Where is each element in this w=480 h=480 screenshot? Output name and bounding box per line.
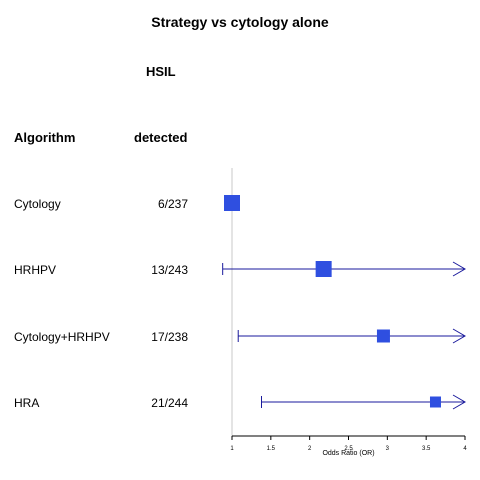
point-hrhpv: [315, 261, 332, 277]
header-hsil: HSIL: [146, 64, 176, 79]
x-tick-label: 4: [463, 446, 467, 452]
header-algorithm: Algorithm: [14, 130, 76, 145]
row-label-hrhpv: HRHPV: [14, 263, 57, 277]
row-count-hrhpv: 13/243: [151, 263, 188, 277]
point-cytology-hrhpv: [376, 329, 390, 343]
x-tick-label: 3: [386, 446, 390, 452]
ci-arrow-hrhpv: [452, 261, 466, 277]
row-count-cytology: 6/237: [157, 197, 188, 211]
row-label-hra: HRA: [14, 396, 40, 410]
x-tick-label: 3.5: [422, 446, 431, 452]
header-detected: detected: [134, 130, 188, 145]
point-hra: [429, 396, 441, 408]
row-count-cytology-hrhpv: 17/238: [151, 330, 188, 344]
ci-arrow-hra: [452, 394, 466, 410]
point-cytology: [224, 195, 240, 211]
chart-title: Strategy vs cytology alone: [151, 14, 329, 30]
x-tick-label: 2.5: [344, 446, 353, 452]
x-tick-label: 1.5: [267, 446, 276, 452]
row-label-cytology: Cytology: [14, 197, 61, 211]
x-axis-label: Odds Ratio (OR): [322, 450, 375, 457]
ci-arrow-cytology-hrhpv: [452, 328, 466, 344]
x-tick-label: 2: [308, 446, 312, 452]
x-tick-label: 1: [230, 446, 234, 452]
row-count-hra: 21/244: [151, 396, 188, 410]
row-label-cytology-hrhpv: Cytology+HRHPV: [14, 330, 110, 344]
